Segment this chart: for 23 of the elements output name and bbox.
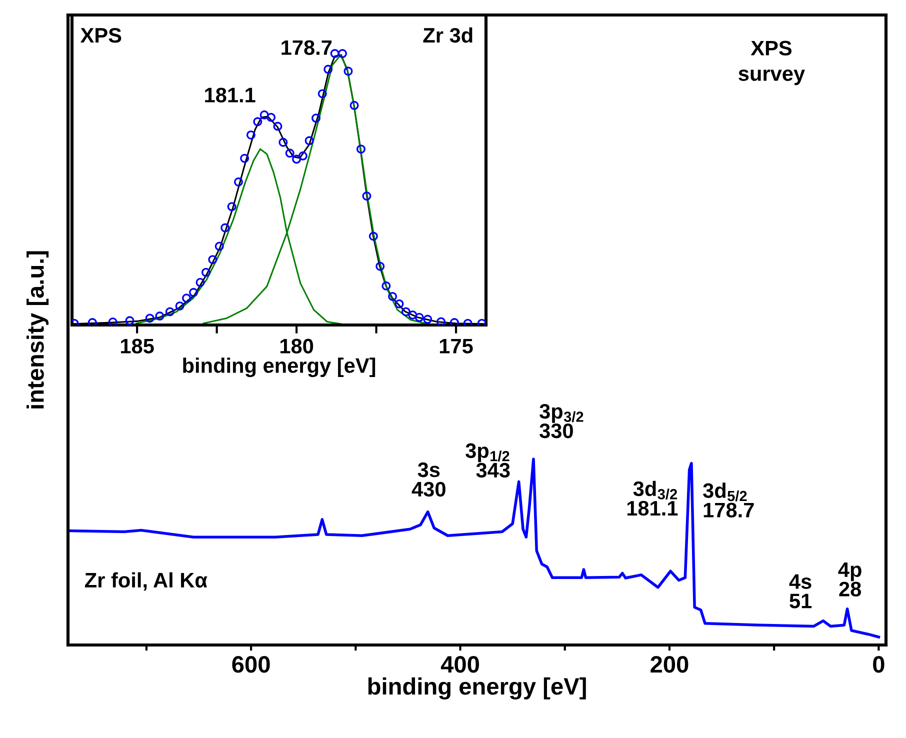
x-tick-label: 200 <box>650 656 688 673</box>
x-tick-label: 0 <box>873 656 884 673</box>
y-axis-title: intensity [a.u.] <box>26 251 49 408</box>
x-axis-title: binding energy [eV] <box>368 677 586 700</box>
text: XPS survey <box>738 40 805 86</box>
annotation: 181.1 <box>205 88 256 102</box>
x-tick-label: 600 <box>232 656 270 673</box>
annotation: 4p 28 <box>838 562 862 596</box>
annotation: 3s 430 <box>412 462 446 497</box>
x-tick-label: 180 <box>280 338 314 354</box>
annotation: 3p$_{1/2}$ 343 <box>466 443 510 478</box>
x-tick-label: 175 <box>440 338 473 354</box>
annotation: 3p$_{3/2}$ 330 <box>540 404 584 438</box>
annotation: 178.7 <box>282 40 332 55</box>
annotation: Zr foil, Al Kα <box>84 572 208 591</box>
x-axis-title: binding energy [eV] <box>183 358 376 378</box>
text: Zr 3d <box>423 27 472 43</box>
x-tick-label: 400 <box>440 656 479 673</box>
annotation: 3d$_{3/2}$ 181.1 <box>627 480 678 516</box>
text: XPS <box>80 28 122 43</box>
annotation: 4s 51 <box>789 574 812 608</box>
x-tick-label: 185 <box>121 338 154 354</box>
annotation: 3d$_{5/2}$ 178.7 <box>703 482 754 518</box>
